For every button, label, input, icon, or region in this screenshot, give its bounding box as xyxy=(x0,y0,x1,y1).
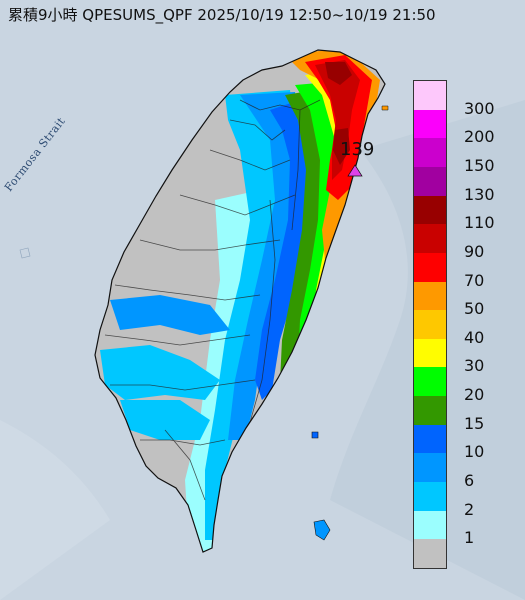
legend-label: 70 xyxy=(464,270,485,290)
legend-label: 130 xyxy=(464,184,495,204)
legend-label: 90 xyxy=(464,241,485,261)
legend-swatch xyxy=(414,482,446,512)
color-legend xyxy=(413,80,447,569)
legend-swatch xyxy=(414,166,446,196)
islet-orchid-island xyxy=(313,519,331,541)
legend-swatch xyxy=(414,510,446,540)
legend-swatch xyxy=(414,453,446,483)
islet-green-island xyxy=(311,431,319,439)
county-boundaries xyxy=(104,99,321,501)
legend-swatch xyxy=(414,224,446,254)
legend-label: 6 xyxy=(464,471,475,491)
legend-label: 200 xyxy=(464,127,495,147)
legend-swatch xyxy=(414,396,446,426)
rain-layer-south-west xyxy=(120,400,210,440)
max-rainfall-value: 139 xyxy=(340,139,375,160)
legend-swatch xyxy=(414,138,446,168)
rain-layer-10mm xyxy=(255,100,315,400)
legend-label: 1 xyxy=(464,528,475,548)
legend-label: 20 xyxy=(464,385,485,405)
map-title: 累積9小時 QPESUMS_QPF 2025/10/19 12:50~10/19… xyxy=(8,6,436,24)
legend-swatch xyxy=(414,195,446,225)
legend-label: 110 xyxy=(464,213,495,233)
rain-layer-15mm xyxy=(280,90,330,382)
legend-swatch xyxy=(414,424,446,454)
legend-swatch xyxy=(414,367,446,397)
legend-label: 300 xyxy=(464,98,495,118)
legend-swatch xyxy=(414,310,446,340)
legend-swatch xyxy=(414,539,446,569)
legend-swatch xyxy=(414,281,446,311)
legend-label: 50 xyxy=(464,299,485,319)
legend-label: 30 xyxy=(464,356,485,376)
legend-swatch xyxy=(414,109,446,139)
rain-layer-110mm xyxy=(325,62,352,85)
rain-layer-90mm xyxy=(315,60,360,180)
rain-layer-west-showers xyxy=(100,345,220,400)
rain-layer-6mm xyxy=(228,92,305,440)
taiwan-coastline xyxy=(94,49,386,553)
legend-swatch xyxy=(414,81,446,110)
islet-penghu xyxy=(19,247,31,259)
legend-label: 2 xyxy=(464,499,475,519)
islet-northeast xyxy=(381,105,389,111)
legend-label: 15 xyxy=(464,413,485,433)
rain-layer-20mm xyxy=(295,82,340,360)
legend-label: 150 xyxy=(464,155,495,175)
rain-layer-west-showers-b xyxy=(110,295,230,335)
legend-label: 10 xyxy=(464,442,485,462)
sea-texture-west xyxy=(0,420,110,600)
legend-label: 40 xyxy=(464,327,485,347)
legend-swatch xyxy=(414,338,446,368)
legend-swatch xyxy=(414,252,446,282)
rain-layer-110mm-b xyxy=(333,128,350,165)
